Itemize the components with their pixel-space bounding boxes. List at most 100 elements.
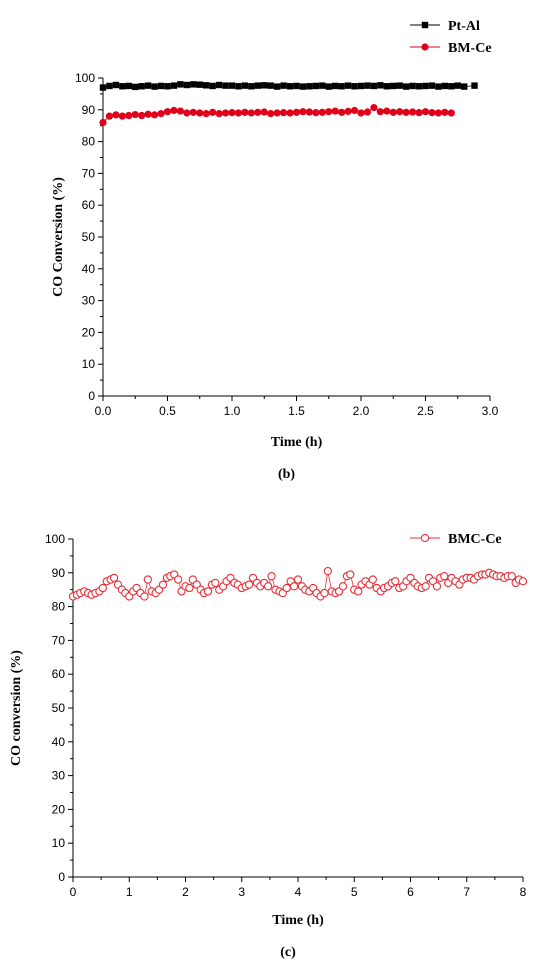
- chart-1-x-tick-label: 2.0: [353, 404, 370, 418]
- chart-1-series-1-point: [203, 82, 210, 89]
- chart-1-y-tick-label: 100: [75, 71, 95, 85]
- chart-1-series-1-point: [377, 82, 384, 89]
- chart-1-series-1-point: [170, 82, 178, 89]
- chart-1-series-1-point: [209, 82, 216, 90]
- chart-1-series-1-point: [280, 82, 287, 89]
- chart-1-series-1-point: [241, 82, 249, 89]
- chart-1-series-1-point: [293, 82, 300, 90]
- chart-2-series-1-point: [368, 575, 377, 584]
- chart-1-series-2-point: [312, 109, 320, 117]
- chart-1-series-2-point: [105, 112, 114, 120]
- chart-1-series-2-point: [318, 108, 326, 116]
- chart-2-y-tick-label: 40: [52, 735, 66, 749]
- chart-1-y-tick-label: 20: [82, 325, 96, 339]
- chart-1-series-1-point: [261, 82, 268, 89]
- chart-2-series-1-point: [323, 566, 332, 576]
- chart-1-series-2-point: [209, 108, 217, 116]
- chart-1-x-tick-label: 1.0: [224, 404, 241, 418]
- chart-2-series-1-point: [346, 570, 355, 579]
- chart-1-panel-label: (b): [278, 467, 295, 482]
- chart-1-series-2-point: [280, 109, 288, 117]
- chart-1-series-2-point: [267, 110, 275, 118]
- chart-1-y-tick-label: 70: [82, 166, 96, 180]
- chart-1-series-1-point: [435, 83, 442, 90]
- chart-1-series-2-point: [363, 108, 372, 116]
- chart-2-series-1-point: [320, 588, 329, 598]
- chart-1-y-tick-label: 10: [82, 357, 96, 371]
- chart-1-x-tick-label: 2.5: [417, 404, 434, 418]
- chart-1-series-2-point: [376, 108, 384, 116]
- chart-1-series-2-point: [447, 109, 455, 117]
- chart-1-series-2-point: [254, 108, 262, 116]
- chart-1-y-tick-label: 90: [82, 103, 96, 117]
- chart-1-series-1-point: [357, 82, 365, 90]
- chart-1-series-1-point: [228, 82, 236, 89]
- chart-2-series-1-point: [158, 580, 168, 589]
- chart-1-series-2-point: [305, 108, 313, 116]
- chart-1-series-1-point: [448, 83, 455, 90]
- chart-2-series-1-point: [174, 575, 183, 584]
- chart-2-legend-marker-1: [420, 533, 430, 543]
- chart-1-series-1-point: [422, 82, 429, 90]
- chart-2-series-1-point: [140, 592, 149, 601]
- chart-1-series-1-point: [119, 83, 126, 90]
- chart-1-series-2-point: [260, 108, 268, 116]
- chart-1-series-1-point: [370, 82, 378, 90]
- chart-1-series-2-point: [396, 108, 404, 116]
- chart-1-series-2-point: [389, 108, 397, 116]
- chart-1-series-1-point: [112, 81, 120, 89]
- chart-1-series-1-point: [319, 82, 326, 89]
- chart-1-series-2-point: [131, 110, 139, 119]
- chart-1-series-1-point: [144, 82, 152, 89]
- chart-1-series-2-point: [183, 109, 191, 117]
- chart-1-series-2-point: [357, 109, 365, 117]
- chart-1-series-2-point: [409, 108, 417, 116]
- chart-2-y-tick-label: 60: [52, 667, 66, 681]
- chart-1-series-2-point: [202, 110, 210, 118]
- chart-1-series-2-point: [215, 110, 223, 118]
- chart-1-legend-label-2: BM-Ce: [448, 41, 492, 56]
- chart-2-series-1-point: [267, 572, 276, 581]
- chart-1-x-tick-label: 0.0: [95, 404, 112, 418]
- chart-1-series-2-point: [273, 109, 281, 117]
- chart-1-series-1-point: [312, 82, 320, 90]
- chart-2-series-1-point: [143, 575, 152, 584]
- chart-2-series-1-point: [289, 582, 299, 591]
- chart-2-y-tick-label: 50: [52, 701, 66, 715]
- chart-1-series-2-point: [138, 111, 146, 120]
- chart-1-legend-label-1: Pt-Al: [448, 19, 480, 34]
- chart-1-series-2-point: [144, 110, 152, 118]
- chart-1-series-1-point: [222, 82, 229, 89]
- chart-2-x-tick-label: 8: [520, 885, 527, 899]
- chart-2-legend-label-1: BMC-Ce: [448, 532, 502, 547]
- chart-1-y-tick-label: 40: [82, 262, 96, 276]
- chart-1-series-1-point: [183, 81, 191, 89]
- chart-1-series-1-point: [344, 82, 352, 89]
- chart-2-series-1-point: [109, 573, 119, 583]
- chart-1-series-1-point: [138, 83, 145, 90]
- chart-2-y-tick-label: 30: [52, 769, 66, 783]
- chart-1-series-2-point: [338, 108, 346, 116]
- chart-1-series-1-point: [177, 81, 184, 88]
- chart-1-series-1-point: [364, 82, 371, 89]
- chart-1-series-1-point: [332, 82, 339, 90]
- chart-1-series-1-point: [471, 82, 478, 89]
- chart-1-series-1-point: [390, 82, 397, 90]
- chart-1-y-tick-label: 0: [88, 389, 95, 403]
- chart-2-x-tick-label: 3: [238, 885, 245, 899]
- chart-1-series-2-point: [189, 108, 197, 116]
- chart-1-x-axis-title: Time (h): [271, 435, 323, 450]
- chart-2-series-1-point: [338, 582, 348, 591]
- chart-1-series-1-point: [454, 82, 461, 89]
- chart-2-x-axis-title: Time (h): [272, 913, 324, 928]
- chart-1-series-2-point: [99, 118, 107, 127]
- chart-1-series-1-point: [351, 83, 358, 90]
- chart-1-series-1-point: [254, 82, 261, 89]
- chart-1-x-tick-label: 1.5: [288, 404, 305, 418]
- chart-1-series-2-point: [228, 109, 236, 117]
- chart-1-series-1-point: [325, 83, 332, 90]
- chart-1-series-2-point: [170, 106, 178, 115]
- chart-2-y-tick-label: 70: [52, 633, 66, 647]
- chart-1-y-tick-label: 50: [82, 230, 96, 244]
- chart-2-x-tick-label: 2: [182, 885, 189, 899]
